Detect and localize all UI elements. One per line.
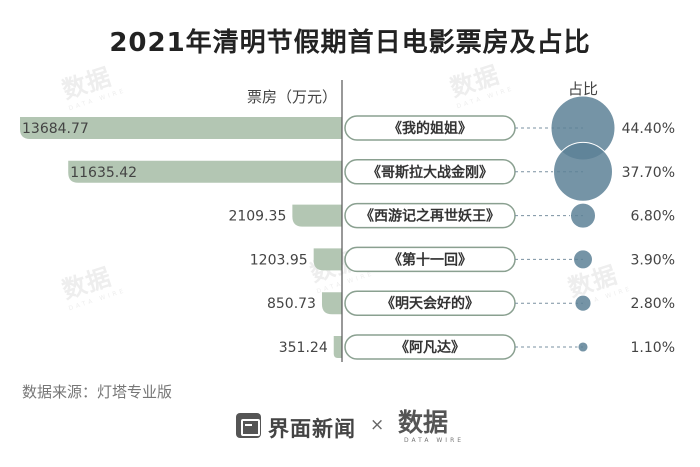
share-bubble (573, 249, 593, 270)
bar (68, 160, 342, 183)
brand-logo-icon (236, 413, 261, 438)
bar-value-label: 13684.77 (22, 121, 89, 137)
share-bubble (577, 341, 589, 353)
brand-name: 界面新闻 (268, 417, 356, 441)
share-value-label: 3.90% (631, 252, 675, 268)
bar (321, 292, 342, 315)
chart-title: 2021年清明节假期首日电影票房及占比 (109, 28, 591, 58)
category-label: 《西游记之再世妖王》 (360, 208, 500, 225)
share-value-label: 1.10% (631, 340, 675, 356)
bar-value-label: 850.73 (267, 296, 316, 312)
value-axis-title: 票房（万元） (247, 88, 338, 106)
share-axis-title: 占比 (568, 80, 599, 98)
category-label: 《明天会好的》 (381, 295, 479, 312)
bar-value-label: 11635.42 (70, 165, 137, 181)
share-value-label: 6.80% (631, 209, 675, 225)
source-note: 数据来源：灯塔专业版 (22, 383, 173, 401)
category-label: 《我的姐姐》 (388, 120, 472, 137)
bar-value-label: 351.24 (279, 340, 328, 356)
category-label: 《第十一回》 (388, 251, 472, 268)
share-bubble (574, 294, 592, 312)
partner-logo-subtitle: DATA WIRE (404, 437, 465, 444)
share-bubble (569, 202, 597, 229)
bar (292, 204, 342, 227)
bar-value-label: 2109.35 (228, 209, 286, 225)
category-label: 《哥斯拉大战金刚》 (367, 164, 493, 181)
bar-value-label: 1203.95 (250, 252, 308, 268)
share-bubble (553, 141, 613, 202)
bar (333, 336, 342, 358)
share-value-label: 44.40% (622, 121, 675, 137)
footer: 界面新闻 × 数据 DATA WIRE (0, 407, 700, 447)
bar (20, 117, 342, 139)
footer-separator: × (370, 415, 385, 435)
category-label: 《阿凡达》 (395, 339, 465, 356)
partner-logo: 数据 (398, 408, 449, 437)
share-value-label: 37.70% (622, 165, 675, 181)
share-value-label: 2.80% (631, 296, 675, 312)
bar (313, 248, 342, 271)
